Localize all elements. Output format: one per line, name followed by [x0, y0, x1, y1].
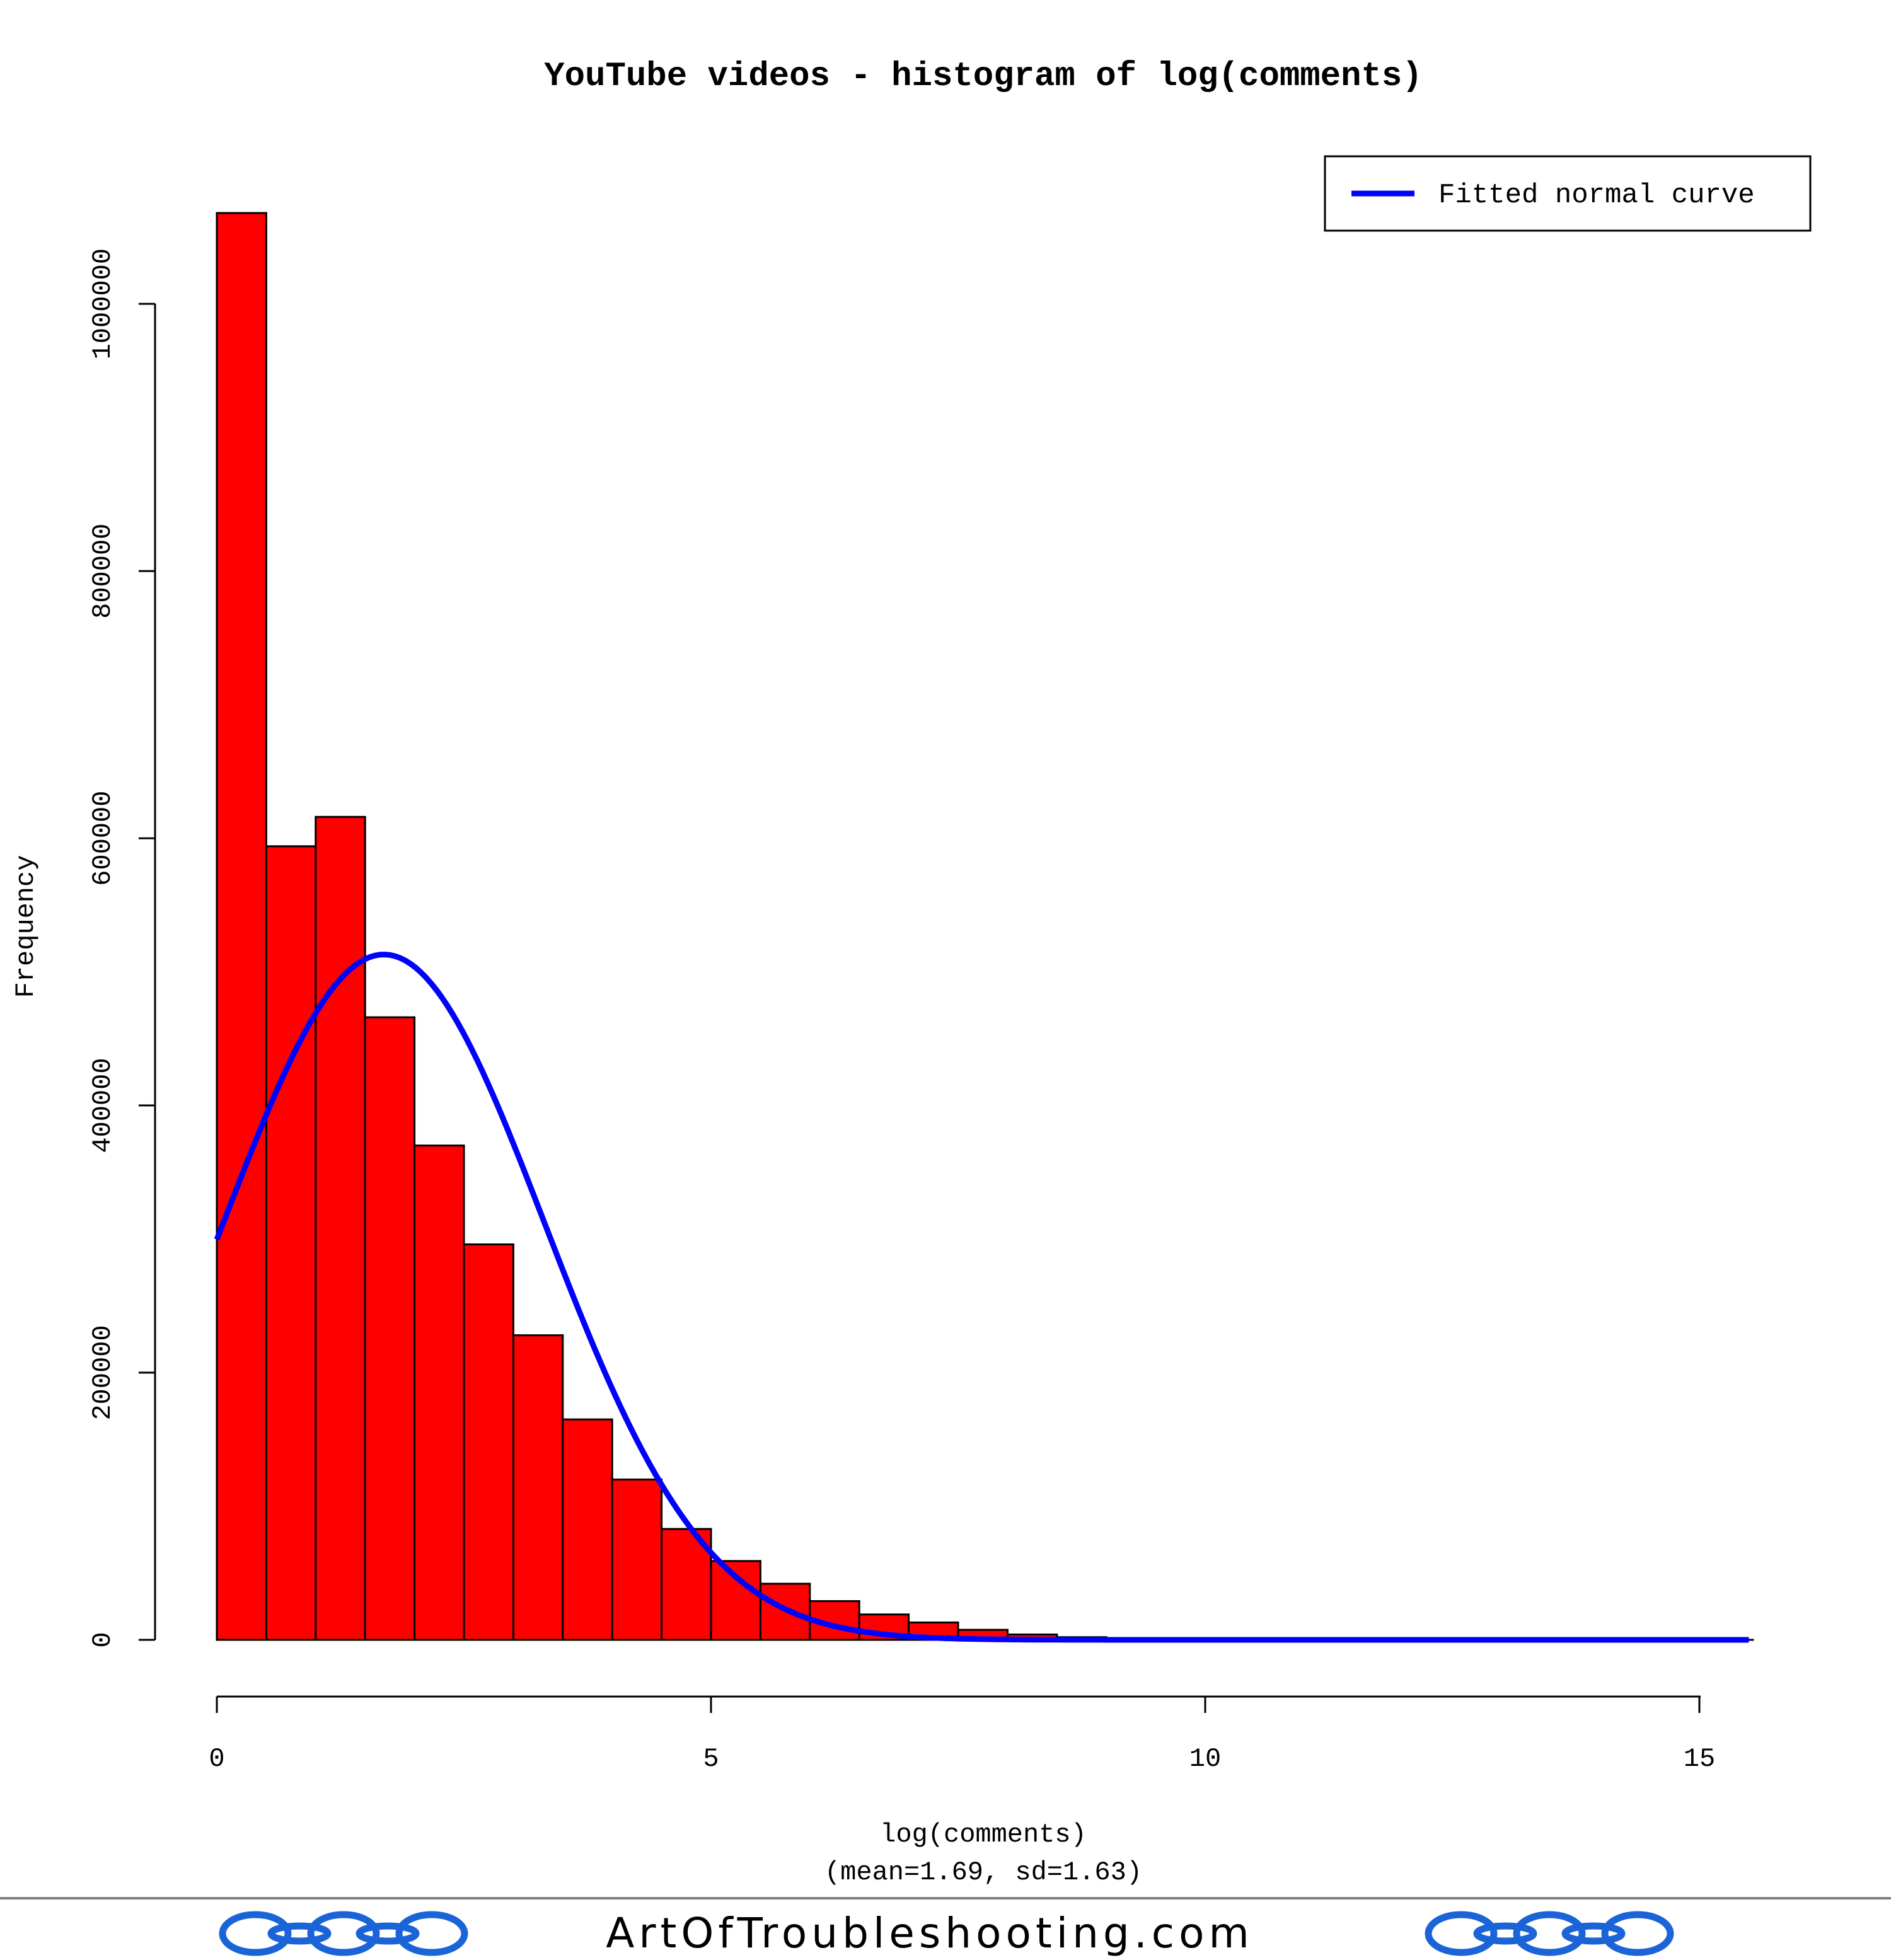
- footer: ArtOfTroubleshooting.com: [0, 1897, 1891, 1957]
- y-tick-label: 0: [88, 1632, 118, 1647]
- x-tick-label: 0: [209, 1744, 224, 1774]
- x-tick-label: 15: [1684, 1744, 1715, 1774]
- histogram-bar: [265, 845, 317, 1641]
- histogram-bar: [512, 1334, 564, 1641]
- histogram-bar: [315, 816, 366, 1641]
- y-tick-label: 800000: [88, 524, 118, 619]
- y-ticks-group: 0 200000 400000 600000 800000 1000000: [88, 248, 155, 1648]
- y-tick-label: 400000: [88, 1058, 118, 1153]
- chart-title: YouTube videos - histogram of log(commen…: [544, 57, 1422, 96]
- y-axis: 0 200000 400000 600000 800000 1000000 Frequen…: [11, 248, 156, 1648]
- histogram-bar: [562, 1418, 613, 1641]
- histogram-bar: [611, 1479, 663, 1641]
- y-tick-label: 1000000: [88, 248, 118, 359]
- histogram-bar: [216, 212, 267, 1641]
- y-tick-label: 600000: [88, 790, 118, 885]
- bars-group: [216, 212, 1754, 1641]
- x-ticks-group: 0 5 10 15: [209, 1697, 1715, 1774]
- legend-label: Fitted normal curve: [1438, 180, 1755, 211]
- legend: Fitted normal curve: [1324, 155, 1812, 232]
- histogram-bar: [413, 1144, 465, 1641]
- x-axis-label: log(comments): [880, 1819, 1087, 1850]
- x-axis-subtitle: (mean=1.69, sd=1.63): [824, 1857, 1142, 1888]
- histogram-bar: [364, 1016, 416, 1641]
- x-tick-label: 5: [703, 1744, 719, 1774]
- legend-box: [1324, 155, 1812, 232]
- chain-link-icon-left: [219, 1911, 468, 1956]
- x-tick-label: 10: [1189, 1744, 1221, 1774]
- fitted-normal-curve: [214, 952, 1749, 1643]
- histogram-bar: [463, 1243, 514, 1641]
- histogram-bar: [710, 1560, 761, 1641]
- y-tick-label: 200000: [88, 1325, 118, 1420]
- chain-link-icon-right: [1425, 1911, 1674, 1956]
- x-axis: 0 5 10 15 log(comments) (mean=1.69, sd=1.63…: [209, 1695, 1715, 1888]
- y-axis-label: Frequency: [11, 855, 41, 998]
- site-name: ArtOfTroubleshooting.com: [606, 1909, 1254, 1957]
